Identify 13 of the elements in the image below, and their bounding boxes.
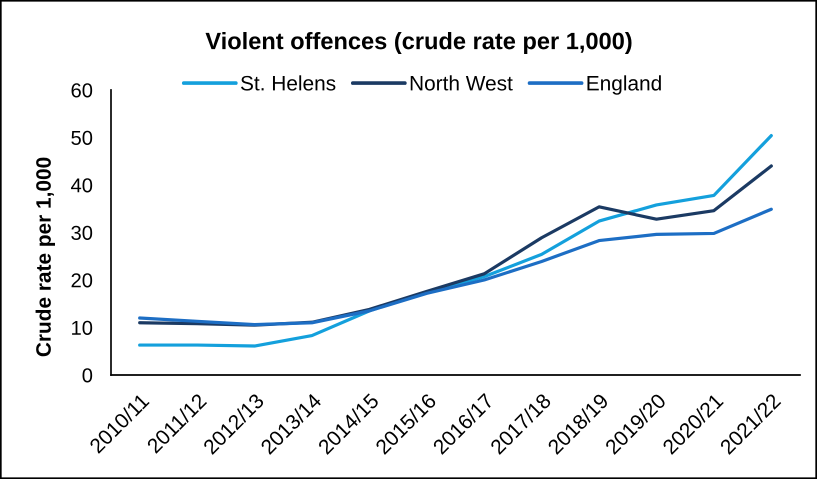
legend-label: St. Helens (240, 75, 336, 91)
y-tick-label: 30 (71, 226, 92, 240)
y-tick-label: 0 (82, 368, 92, 382)
y-tick-label: 10 (72, 320, 92, 335)
y-tick-label: 50 (71, 130, 92, 145)
y-tick-label: 20 (72, 273, 92, 288)
legend-label: England (587, 75, 661, 95)
chart-title: Violent offences (crude rate per 1,000) (206, 32, 632, 54)
y-tick-label: 40 (71, 178, 92, 192)
y-axis-title: Crude rate per 1,000 (36, 158, 55, 356)
line-series (138, 208, 773, 326)
legend-label: North West (410, 75, 513, 91)
y-tick-label: 60 (72, 83, 92, 98)
